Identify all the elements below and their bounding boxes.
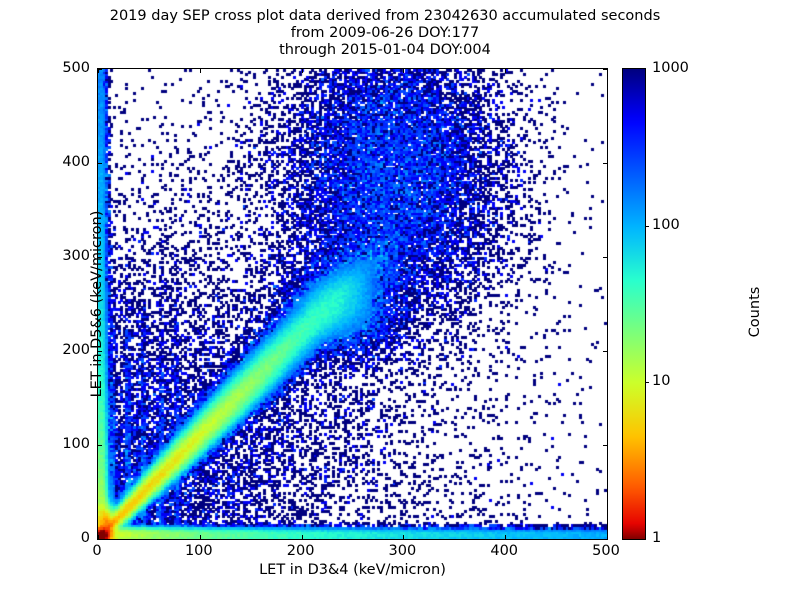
x-tick-top [505, 69, 507, 73]
y-tick [98, 163, 102, 164]
y-tick-right [603, 257, 607, 258]
y-axis-label: LET in D5&6 (keV/micron) [89, 210, 105, 398]
plot-title-line-3: through 2015-01-04 DOY:004 [279, 42, 491, 58]
y-tick [98, 445, 102, 446]
colorbar [622, 68, 649, 540]
x-tick-label: 400 [490, 543, 519, 559]
y-tick-label: 300 [62, 248, 90, 264]
x-tick [505, 535, 507, 539]
x-tick-top [403, 69, 405, 73]
x-tick-label: 200 [286, 543, 315, 559]
x-tick-top [199, 69, 201, 73]
plot-title-line-1: 2019 day SEP cross plot data derived fro… [109, 8, 661, 24]
colorbar-tick [645, 225, 649, 227]
y-tick-right [603, 445, 607, 446]
x-tick [607, 535, 608, 539]
y-tick-right [603, 539, 607, 540]
y-tick-label: 500 [62, 60, 90, 76]
x-tick-top [607, 69, 608, 73]
y-tick-label: 100 [62, 436, 90, 452]
x-tick-label: 300 [388, 543, 417, 559]
y-tick-label: 0 [80, 530, 90, 546]
y-tick-label: 400 [62, 154, 90, 170]
x-tick-label: 0 [92, 543, 102, 559]
colorbar-tick-label: 1 [652, 530, 662, 546]
x-tick [403, 535, 405, 539]
y-tick [98, 257, 102, 258]
plot-title: 2019 day SEP cross plot data derived fro… [0, 8, 770, 59]
y-tick [98, 351, 102, 352]
scatter-density-plot [97, 68, 608, 540]
colorbar-gradient [623, 69, 645, 539]
colorbar-tick [645, 382, 649, 384]
plot-title-line-2: from 2009-06-26 DOY:177 [290, 25, 480, 41]
y-tick-right [603, 351, 607, 352]
density-data-layer [98, 69, 607, 539]
y-tick [98, 539, 102, 540]
y-tick-label: 200 [62, 342, 90, 358]
colorbar-tick-label: 100 [652, 216, 680, 233]
colorbar-label: Counts [747, 286, 763, 338]
x-tick [301, 535, 303, 539]
x-tick [199, 535, 201, 539]
y-tick-right [603, 163, 607, 164]
y-tick [98, 69, 102, 70]
x-tick-label: 500 [592, 543, 620, 559]
colorbar-tick-label: 10 [652, 373, 671, 390]
x-axis-label: LET in D3&4 (keV/micron) [259, 562, 446, 578]
x-tick [98, 535, 99, 539]
x-tick-top [98, 69, 99, 73]
x-tick-top [301, 69, 303, 73]
y-tick-right [603, 69, 607, 70]
colorbar-tick-label: 1000 [652, 60, 689, 76]
x-tick-label: 100 [184, 543, 213, 559]
